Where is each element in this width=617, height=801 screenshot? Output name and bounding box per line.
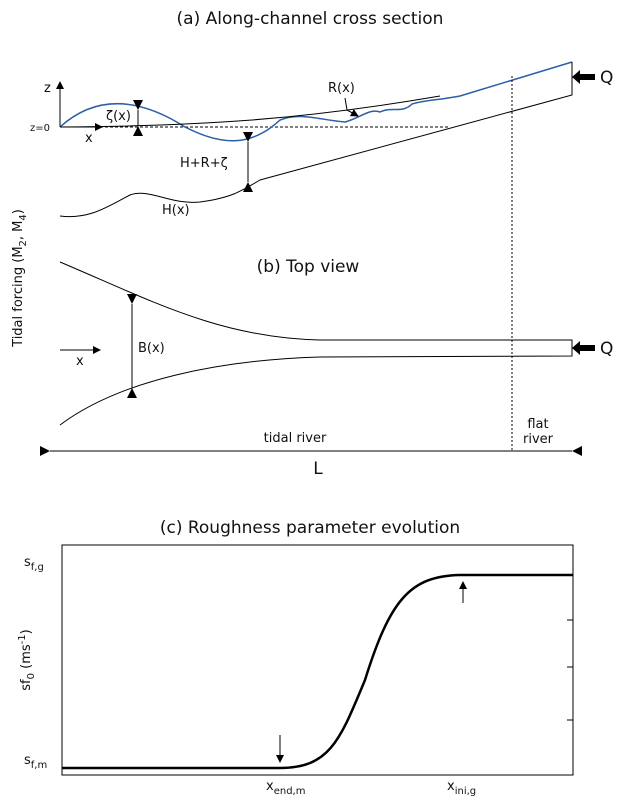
panel-title: (c) Roughness parameter evolution [160,518,460,538]
label: x [85,131,93,146]
label: Q [600,68,613,88]
label: tidal river [264,431,327,446]
panel-b: (b) Top view B(x) x Q tidal river flat r… [40,257,613,479]
label: x [76,354,84,369]
banks [59,261,573,426]
tick-label: sf,g [24,555,44,573]
axis-label: sf0 (ms-1) [17,629,37,690]
label: Q [600,339,613,359]
tick-label: xini,g [447,779,476,797]
label: flat [527,417,548,432]
label: H+R+ζ [180,156,228,171]
label: H(x) [162,203,190,218]
water-surface [59,61,573,142]
label: z [44,81,51,96]
label: R(x) [328,81,355,96]
label: ζ(x) [106,109,131,124]
roughness-top [59,95,441,128]
label: L [313,459,323,479]
panel-c: (c) Roughness parameter evolution sf,g s… [17,518,574,797]
label: B(x) [138,341,165,356]
q-arrow [572,70,595,84]
roughness-curve [62,573,573,770]
panel-a: (a) Along-channel cross section z z=0 x … [30,9,613,452]
panel-title: (b) Top view [257,257,360,277]
q-arrow [572,341,595,355]
tick-label: sf,m [24,753,47,771]
panel-title: (a) Along-channel cross section [177,9,444,29]
pointer [344,97,359,117]
label: z=0 [30,123,50,134]
plot-frame [61,544,574,776]
tick-label: xend,m [266,779,305,797]
axis-label: Tidal forcing (M2, M4) [11,209,29,348]
label: river [523,432,554,447]
